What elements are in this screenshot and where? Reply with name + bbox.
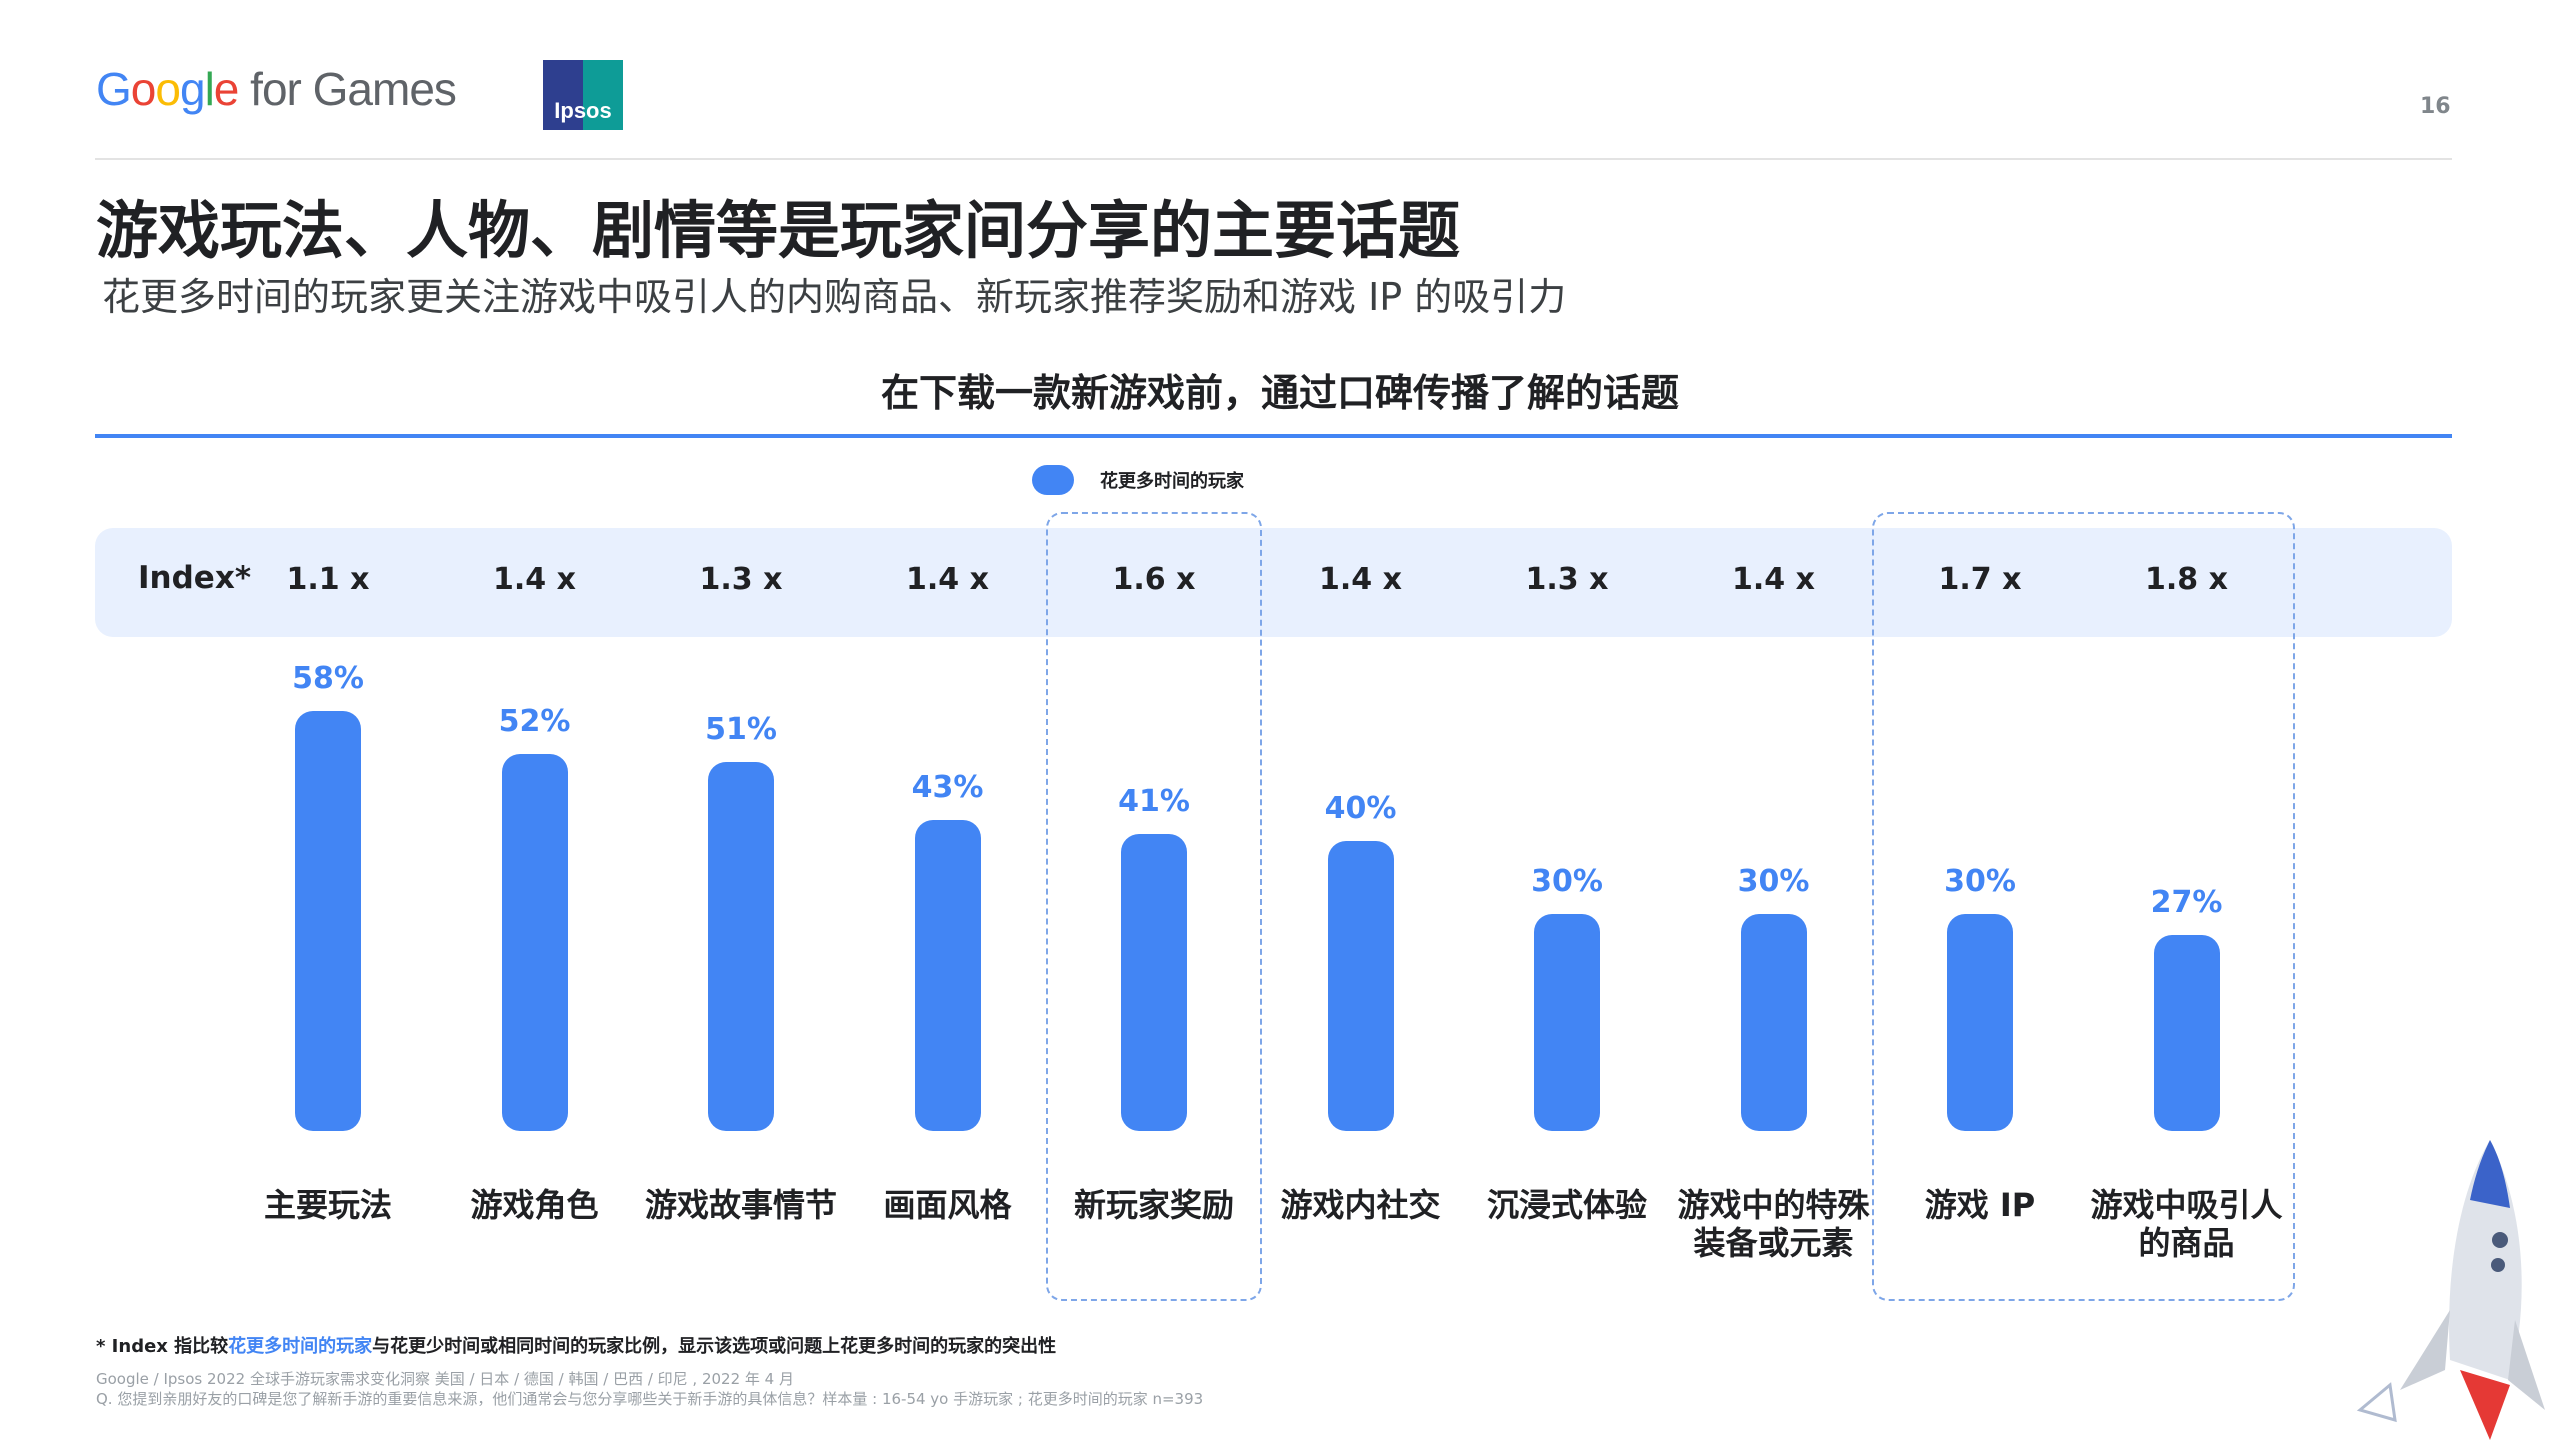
- category-label-line: 游戏内社交: [1280, 1186, 1441, 1224]
- value-label: 58%: [292, 661, 364, 696]
- google-for-games-logo: Google for Games: [96, 62, 457, 116]
- index-value: 1.4 x: [1732, 562, 1815, 597]
- value-label: 40%: [1324, 791, 1397, 827]
- index-value: 1.3 x: [1525, 562, 1609, 597]
- bar: [914, 819, 981, 1131]
- value-label: 52%: [498, 704, 571, 740]
- page-number: 16: [2420, 94, 2451, 119]
- legend: 花更多时间的玩家: [1032, 465, 1244, 495]
- index-value: 1.6 x: [1112, 562, 1196, 597]
- category-label-line: 游戏故事情节: [644, 1186, 837, 1224]
- highlight-box: [1872, 512, 2295, 1301]
- footnote-prefix: * Index 指比较: [96, 1336, 229, 1357]
- category-label: 新玩家奖励: [1049, 1186, 1259, 1224]
- category-label: 主要玩法: [223, 1186, 433, 1224]
- logo-letter: l: [204, 63, 215, 115]
- source-notes: Google / Ipsos 2022 全球手游玩家需求变化洞察 美国 / 日本…: [96, 1369, 1203, 1409]
- bar: [2153, 935, 2220, 1131]
- category-label-line: 游戏中的特殊: [1677, 1186, 1870, 1224]
- logo-letter: e: [213, 63, 240, 115]
- bar: [1740, 913, 1807, 1131]
- footnote: * Index 指比较花更多时间的玩家与花更少时间或相同时间的玩家比例，显示该选…: [96, 1332, 1056, 1358]
- value-label: 43%: [911, 769, 984, 805]
- page-subtitle: 花更多时间的玩家更关注游戏中吸引人的内购商品、新玩家推荐奖励和游戏 IP 的吸引…: [102, 275, 1567, 319]
- index-value: 1.7 x: [1938, 562, 2022, 597]
- category-label-line: 主要玩法: [263, 1186, 392, 1224]
- index-value: 1.8 x: [2145, 562, 2228, 597]
- index-value: 1.1 x: [286, 562, 370, 597]
- value-label: 30%: [1531, 863, 1603, 899]
- logo-letter: o: [130, 63, 157, 115]
- category-label: 画面风格: [843, 1186, 1053, 1224]
- bar: [1947, 913, 2013, 1131]
- category-label: 沉浸式体验: [1462, 1186, 1672, 1224]
- footnote-suffix: 与花更少时间或相同时间的玩家比例，显示该选项或问题上花更多时间的玩家的突出性: [372, 1336, 1057, 1357]
- chart-title: 在下载一款新游戏前，通过口碑传播了解的话题: [880, 371, 1679, 415]
- value-label: 27%: [2150, 885, 2223, 921]
- bar: [501, 754, 568, 1131]
- bar: [1534, 913, 1600, 1131]
- category-label-line: 新玩家奖励: [1073, 1186, 1234, 1224]
- value-label: 30%: [1944, 863, 2016, 899]
- category-label-line: 游戏中吸引人: [2090, 1186, 2283, 1224]
- category-label-line: 沉浸式体验: [1486, 1186, 1647, 1224]
- footnote-highlight: 花更多时间的玩家: [228, 1336, 373, 1357]
- index-value: 1.4 x: [906, 562, 989, 597]
- bar: [1121, 834, 1187, 1131]
- question-line: Q. 您提到亲朋好友的口碑是您了解新手游的重要信息来源，他们通常会与您分享哪些关…: [96, 1390, 1204, 1408]
- index-band: [95, 528, 2452, 637]
- bar: [295, 711, 361, 1131]
- source-line: Google / Ipsos 2022 全球手游玩家需求变化洞察 美国 / 日本…: [96, 1370, 794, 1388]
- value-label: 51%: [705, 711, 777, 747]
- category-label-line: 的商品: [2138, 1224, 2235, 1262]
- category-label: 游戏故事情节: [636, 1186, 846, 1224]
- value-label: 41%: [1118, 784, 1190, 820]
- category-label-line: 画面风格: [883, 1186, 1012, 1224]
- index-value: 1.4 x: [493, 562, 576, 597]
- bar: [1327, 841, 1394, 1131]
- page-title: 游戏玩法、人物、剧情等是玩家间分享的主要话题: [96, 194, 1461, 267]
- category-label: 游戏内社交: [1256, 1186, 1466, 1224]
- logo-text: for Games: [238, 63, 457, 115]
- rocket-illustration: [2356, 1140, 2545, 1440]
- category-label-line: 游戏 IP: [1924, 1186, 2036, 1224]
- logo-letter: o: [155, 63, 181, 115]
- category-label: 游戏中吸引人 的商品: [2082, 1186, 2292, 1262]
- ipsos-logo: Ipsos: [543, 60, 623, 130]
- category-label-line: 游戏角色: [470, 1186, 599, 1224]
- category-label-line: 装备或元素: [1693, 1224, 1854, 1262]
- legend-swatch: [1032, 465, 1074, 495]
- category-label: 游戏角色: [430, 1186, 640, 1224]
- value-label: 30%: [1737, 863, 1810, 899]
- highlight-box: [1046, 512, 1262, 1301]
- category-label: 游戏中的特殊 装备或元素: [1669, 1186, 1879, 1262]
- logo-letter: g: [179, 63, 206, 115]
- index-label: Index*: [138, 560, 252, 596]
- divider: [95, 158, 2452, 160]
- index-value: 1.4 x: [1319, 562, 1402, 597]
- index-value: 1.3 x: [699, 562, 783, 597]
- category-label: 游戏 IP: [1875, 1186, 2085, 1224]
- logo-letter: G: [96, 63, 132, 115]
- chart-title-rule: [95, 434, 2452, 438]
- legend-label: 花更多时间的玩家: [1100, 471, 1244, 492]
- bar: [708, 761, 774, 1131]
